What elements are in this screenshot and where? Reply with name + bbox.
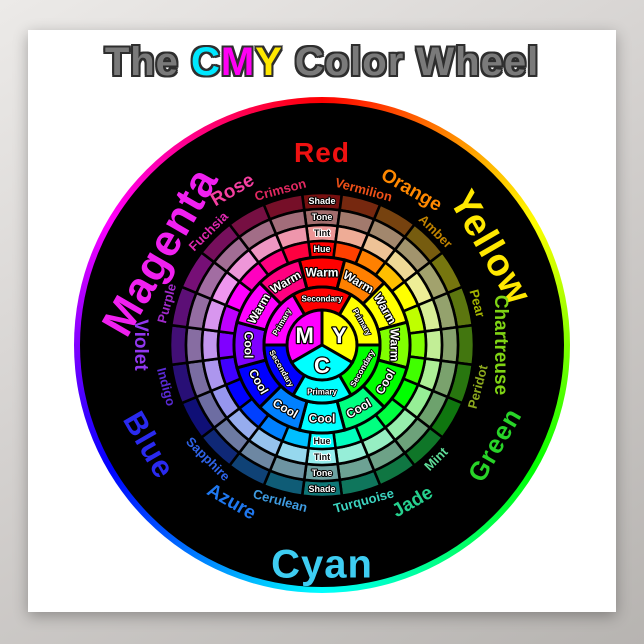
variant-label-top-tint: Tint bbox=[314, 228, 330, 238]
hue-name-cyan: Cyan bbox=[271, 542, 373, 586]
variant-label-bottom-shade: Shade bbox=[308, 484, 335, 494]
center-letter-c: C bbox=[314, 353, 330, 378]
variant-label-top-hue: Hue bbox=[313, 244, 330, 254]
cell-center bbox=[289, 343, 355, 382]
cell-tone-violet bbox=[184, 325, 205, 365]
warm-cool-label-warm: Warm bbox=[388, 329, 402, 362]
variant-label-top-tone: Tone bbox=[312, 212, 333, 222]
warm-cool-label-cool: Cool bbox=[309, 411, 336, 425]
cell-tint-violet bbox=[200, 327, 221, 363]
hue-name-blue: Blue bbox=[116, 405, 182, 484]
title-letter-c: C bbox=[190, 40, 221, 84]
hue-name-pear: Pear bbox=[466, 288, 488, 319]
variant-label-bottom-hue: Hue bbox=[313, 436, 330, 446]
ring-label-secondary: Secondary bbox=[302, 294, 343, 303]
page-title: The CMY Color Wheel bbox=[0, 40, 644, 85]
ring-label-primary: Primary bbox=[307, 387, 337, 396]
center-letter-y: Y bbox=[332, 323, 347, 348]
variant-label-bottom-tint: Tint bbox=[314, 452, 330, 462]
title-word-the: The bbox=[104, 40, 179, 84]
warm-cool-label-warm: Warm bbox=[306, 265, 339, 279]
cell-hue-chartreuse bbox=[407, 329, 428, 361]
hue-name-red: Red bbox=[294, 137, 350, 168]
cell-tint-chartreuse bbox=[423, 327, 444, 363]
variant-label-bottom-tone: Tone bbox=[312, 468, 333, 478]
center-letter-m: M bbox=[296, 323, 314, 348]
cell-hue-violet bbox=[216, 329, 237, 361]
cell-tone-chartreuse bbox=[439, 325, 460, 365]
title-letter-y: Y bbox=[255, 40, 283, 84]
hue-name-green: Green bbox=[462, 402, 528, 486]
hue-name-rose: Rose bbox=[207, 170, 258, 211]
hue-name-jade: Jade bbox=[389, 482, 437, 522]
hue-name-azure: Azure bbox=[203, 480, 259, 525]
warm-cool-label-cool: Cool bbox=[242, 332, 256, 359]
hue-name-violet: Violet bbox=[130, 319, 151, 371]
variant-label-top-shade: Shade bbox=[308, 196, 335, 206]
hue-name-chartreuse: Chartreuse bbox=[490, 295, 511, 395]
cell-shade-violet bbox=[168, 323, 189, 367]
title-letter-m: M bbox=[220, 40, 256, 84]
title-word-colorwheel: Color Wheel bbox=[294, 40, 540, 84]
cell-shade-chartreuse bbox=[455, 323, 476, 367]
